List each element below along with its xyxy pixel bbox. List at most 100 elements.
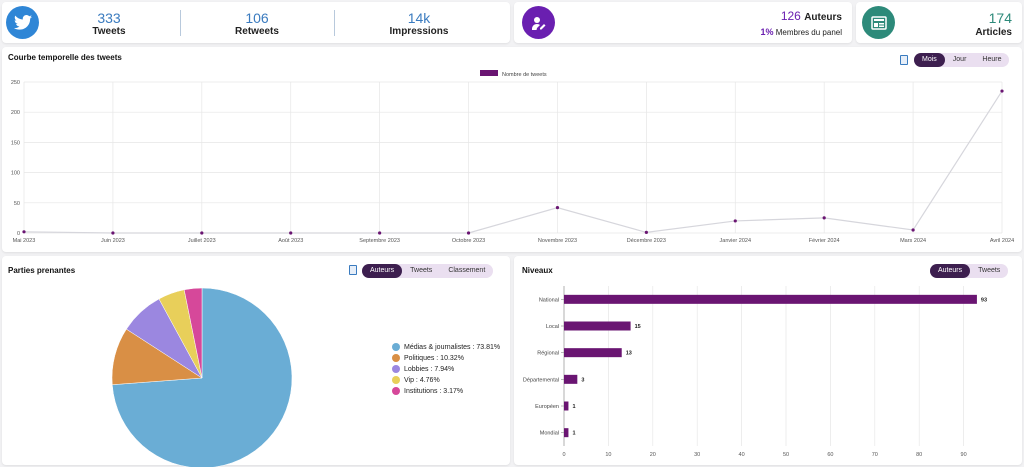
pie-legend: Médias & journalistes : 73.81% Politiques… [392,343,500,398]
series-line [23,90,1003,234]
export-document-icon[interactable] [900,55,908,65]
impressions-count: 14k [407,10,431,26]
tab-jour[interactable]: Jour [952,56,967,63]
x-tick-label: Juin 2023 [101,238,125,244]
x-tick-label: 30 [694,452,700,458]
bar-value-label: 13 [626,351,632,357]
legend-label: Nombre de tweets [502,72,547,78]
x-tick-label: Décembre 2023 [627,238,666,244]
y-tick-label: 150 [11,140,20,146]
impressions-stat: 14k Impressions [377,10,461,37]
newspaper-icon [862,6,895,39]
legend-item[interactable]: Lobbies : 7.94% [392,365,500,373]
stat-divider [180,10,181,36]
y-tick-label: 100 [11,171,20,177]
data-point [1000,89,1004,93]
tab-classement[interactable]: Classement [448,267,486,274]
tab-tweets[interactable]: Tweets [410,267,433,274]
y-tick-label: 50 [14,201,20,207]
twitter-icon [6,6,39,39]
stakeholders-pie-chart [111,287,293,467]
bar-value-label: 1 [572,404,575,410]
x-tick-label: 70 [872,452,878,458]
x-tick-label: 0 [562,452,565,458]
legend-dot [392,387,400,395]
y-tick-label: Régional [537,351,559,357]
tweets-label: Tweets [92,26,126,37]
x-tick-label: Mai 2023 [13,238,36,244]
legend-label: Lobbies : 7.94% [404,365,455,373]
stat-divider [334,10,335,36]
x-tick-label: Mars 2024 [900,238,926,244]
bar-value-label: 1 [572,431,575,437]
data-point [644,230,648,234]
tab-auteurs[interactable]: Auteurs [930,264,971,278]
tab-mois[interactable]: Mois [914,53,945,67]
bar-value-label: 93 [981,297,987,303]
data-point [822,216,826,220]
bar [564,294,977,304]
bar [564,401,569,411]
articles-label: Articles [975,27,1012,38]
authors-card: 126 Auteurs 1% Membres du panel [514,2,852,43]
legend-label: Vip : 4.76% [404,376,440,384]
tweets-stat: 333 Tweets [72,10,146,37]
x-tick-label: Septembre 2023 [359,238,400,244]
tab-auteurs[interactable]: Auteurs [362,264,403,278]
timeline-title: Courbe temporelle des tweets [8,53,122,62]
x-tick-label: Août 2023 [278,238,303,244]
y-tick-label: Européen [535,404,559,410]
legend-label: Institutions : 3.17% [404,387,464,395]
bar [564,321,631,331]
data-point [200,231,204,235]
data-point [378,231,382,235]
stakeholders-toggle[interactable]: Auteurs Tweets Classement [362,264,494,278]
y-tick-label: 250 [11,80,20,86]
x-tick-label: 80 [916,452,922,458]
impressions-label: Impressions [389,26,449,37]
retweets-count: 106 [245,10,269,26]
authors-count-row: 126 Auteurs [781,9,842,23]
x-tick-label: 40 [739,452,745,458]
timeline-card: Courbe temporelle des tweets Mois Jour H… [2,47,1022,252]
legend-dot [392,354,400,362]
x-tick-label: Janvier 2024 [720,238,752,244]
tab-heure[interactable]: Heure [982,56,1002,63]
data-point [289,231,293,235]
legend-label: Médias & journalistes : 73.81% [404,343,501,351]
legend-label: Politiques : 10.32% [404,354,464,362]
legend-dot [392,343,400,351]
x-tick-label: 10 [605,452,611,458]
data-point [22,230,26,234]
export-document-icon[interactable] [349,265,357,275]
levels-bar-chart: 0 10 20 30 40 50 60 70 80 90 National 93 Local 15 Régi… [523,286,987,458]
bar [564,428,569,438]
y-tick-label: Mondial [540,431,559,437]
bar [564,374,578,384]
bar [564,348,622,358]
twitter-stats-card: 333 Tweets 106 Retweets 14k Impressions [2,2,510,43]
legend-item[interactable]: Médias & journalistes : 73.81% [392,343,500,351]
stakeholders-card: Parties prenantes Auteurs Tweets Classem… [2,256,510,467]
articles-count: 174 [988,10,1012,26]
legend-dot [392,365,400,373]
legend-item[interactable]: Vip : 4.76% [392,376,500,384]
data-point [911,228,915,232]
y-tick-label: 200 [11,110,20,116]
retweets-label: Retweets [235,26,279,37]
retweets-stat: 106 Retweets [220,10,294,37]
panel-percent-row: 1% Membres du panel [760,27,842,37]
pie-slice [183,287,203,379]
levels-toggle[interactable]: Auteurs Tweets [930,264,1009,278]
legend-item[interactable]: Politiques : 10.32% [392,354,500,362]
timeline-period-toggle[interactable]: Mois Jour Heure [914,53,1010,67]
tab-tweets[interactable]: Tweets [978,267,1001,274]
authors-label: Auteurs [804,12,842,23]
x-tick-label: 60 [827,452,833,458]
legend-item[interactable]: Institutions : 3.17% [392,387,500,395]
x-tick-label: 20 [650,452,656,458]
tweets-line-chart: Nombre de tweets 0 50 100 150 200 250 Mai 2023 J… [11,70,1014,244]
levels-title: Niveaux [522,266,553,275]
x-tick-label: Avril 2024 [990,238,1014,244]
x-tick-label: Juillet 2023 [188,238,216,244]
